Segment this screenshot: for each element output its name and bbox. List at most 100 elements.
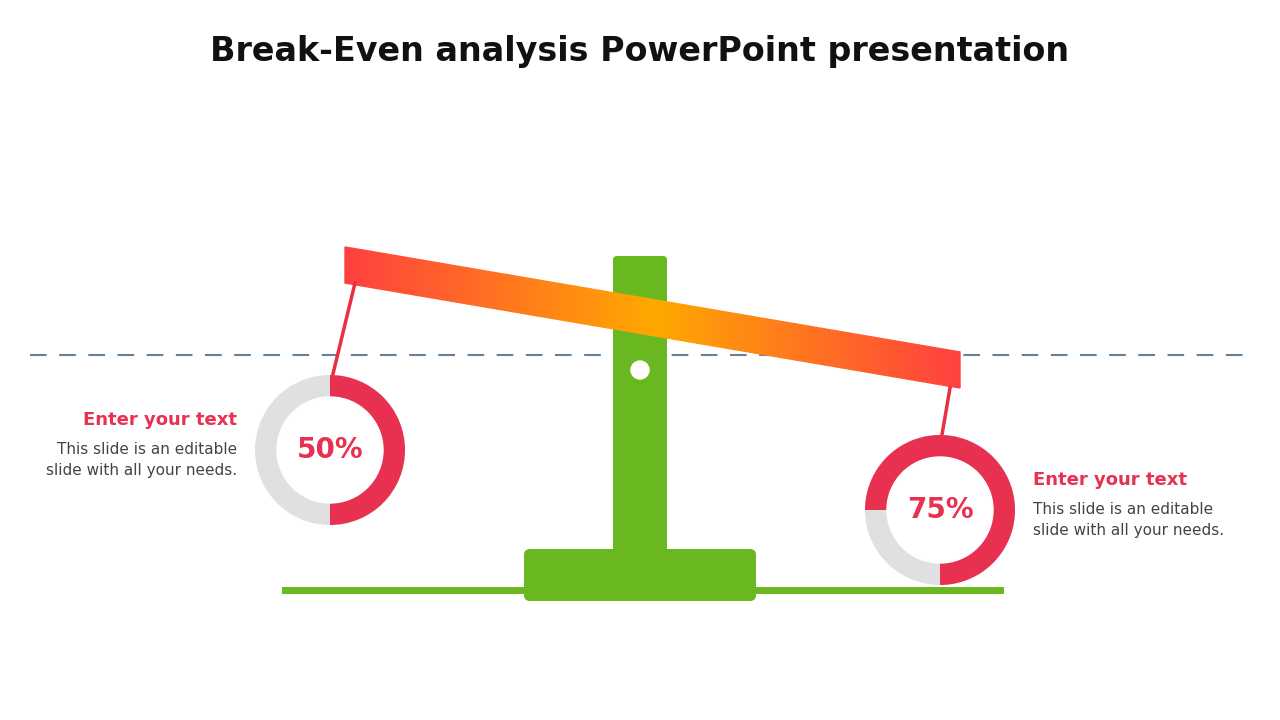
Polygon shape [858, 335, 861, 372]
Polygon shape [525, 278, 530, 315]
Polygon shape [956, 351, 960, 388]
Polygon shape [468, 268, 472, 305]
Polygon shape [755, 317, 759, 354]
Polygon shape [357, 249, 361, 286]
Polygon shape [772, 320, 776, 356]
Polygon shape [861, 336, 865, 372]
Polygon shape [698, 307, 701, 344]
Polygon shape [480, 270, 484, 307]
Polygon shape [472, 269, 476, 305]
Polygon shape [804, 325, 808, 362]
Polygon shape [394, 256, 398, 292]
Polygon shape [813, 327, 817, 364]
Polygon shape [504, 274, 509, 311]
Polygon shape [374, 252, 378, 289]
Polygon shape [435, 262, 439, 299]
Polygon shape [947, 350, 952, 387]
Polygon shape [694, 307, 698, 343]
Polygon shape [792, 323, 796, 360]
Polygon shape [463, 267, 468, 304]
Polygon shape [530, 279, 534, 315]
Circle shape [887, 457, 993, 563]
Polygon shape [911, 343, 915, 380]
Polygon shape [932, 347, 936, 384]
Polygon shape [411, 258, 415, 295]
Polygon shape [595, 289, 599, 326]
Polygon shape [534, 279, 538, 316]
Polygon shape [787, 323, 792, 359]
Polygon shape [824, 329, 829, 366]
Polygon shape [623, 294, 628, 331]
Polygon shape [603, 291, 608, 328]
Polygon shape [882, 338, 886, 375]
Polygon shape [428, 261, 431, 297]
Polygon shape [780, 321, 783, 358]
Polygon shape [870, 337, 874, 373]
Polygon shape [575, 286, 579, 323]
Polygon shape [489, 271, 493, 308]
Polygon shape [558, 284, 562, 320]
Wedge shape [255, 375, 404, 525]
Text: This slide is an editable
slide with all your needs.: This slide is an editable slide with all… [1033, 502, 1224, 538]
Polygon shape [919, 345, 923, 382]
Polygon shape [952, 351, 956, 387]
Polygon shape [726, 312, 731, 348]
Polygon shape [808, 326, 813, 363]
Polygon shape [562, 284, 566, 321]
Polygon shape [452, 265, 456, 302]
Wedge shape [865, 435, 1015, 585]
Polygon shape [751, 316, 755, 353]
Polygon shape [431, 261, 435, 298]
Polygon shape [677, 304, 681, 341]
Polygon shape [940, 348, 943, 385]
Polygon shape [850, 333, 854, 370]
Polygon shape [443, 264, 448, 300]
Polygon shape [865, 336, 870, 373]
Polygon shape [886, 339, 891, 376]
Polygon shape [398, 256, 402, 293]
Polygon shape [439, 263, 443, 300]
Polygon shape [669, 302, 673, 339]
Polygon shape [370, 251, 374, 288]
Polygon shape [681, 305, 685, 341]
Polygon shape [349, 248, 353, 284]
Polygon shape [456, 266, 460, 302]
Polygon shape [620, 294, 623, 330]
Polygon shape [497, 273, 500, 310]
Polygon shape [653, 300, 657, 336]
Polygon shape [582, 287, 588, 324]
Polygon shape [776, 320, 780, 357]
Polygon shape [366, 251, 370, 287]
Circle shape [622, 352, 658, 388]
Polygon shape [346, 247, 349, 284]
Polygon shape [657, 300, 660, 337]
Polygon shape [422, 261, 428, 297]
Polygon shape [895, 341, 899, 377]
Polygon shape [550, 282, 554, 319]
Text: 50%: 50% [297, 436, 364, 464]
Polygon shape [521, 277, 525, 314]
Polygon shape [833, 330, 837, 367]
Polygon shape [381, 253, 387, 290]
Polygon shape [599, 290, 603, 327]
Polygon shape [636, 297, 640, 333]
Polygon shape [644, 298, 649, 335]
Polygon shape [538, 280, 541, 317]
Polygon shape [742, 315, 746, 351]
Text: Enter your text: Enter your text [83, 411, 237, 429]
Polygon shape [701, 308, 705, 345]
Polygon shape [923, 346, 927, 382]
FancyBboxPatch shape [524, 549, 756, 601]
Polygon shape [673, 303, 677, 340]
Circle shape [276, 397, 383, 503]
Polygon shape [415, 259, 419, 296]
Polygon shape [906, 343, 911, 379]
Text: This slide is an editable
slide with all your needs.: This slide is an editable slide with all… [46, 442, 237, 478]
Polygon shape [915, 344, 919, 381]
Polygon shape [722, 311, 726, 348]
Circle shape [631, 361, 649, 379]
Polygon shape [591, 289, 595, 325]
Polygon shape [739, 314, 742, 351]
Polygon shape [817, 328, 820, 364]
Polygon shape [402, 257, 407, 294]
